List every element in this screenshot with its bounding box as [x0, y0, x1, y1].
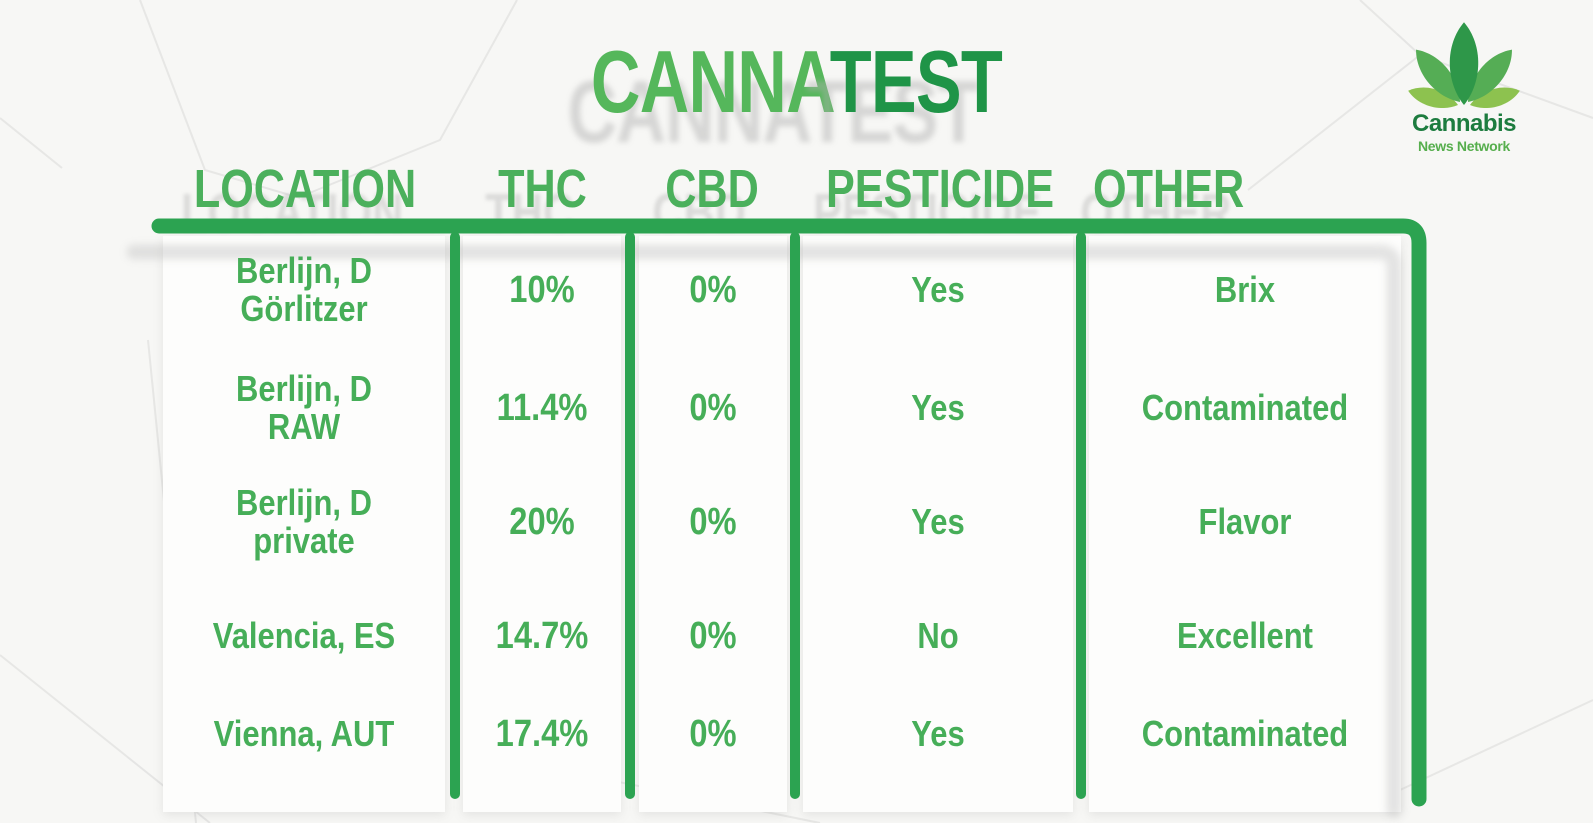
table-cell-pesticide: Yes: [911, 269, 965, 310]
table-cell-other: Brix: [1214, 269, 1276, 310]
title-part-test: TEST: [829, 32, 1003, 131]
table-cell-thc: 20%: [509, 501, 575, 543]
table-cell-pesticide: Yes: [911, 501, 965, 542]
logo-subtitle: News Network: [1417, 138, 1511, 154]
table-cell-cbd: 0%: [689, 269, 737, 311]
title-part-canna: CANNA: [590, 32, 831, 131]
table-cell-thc: 14.7%: [495, 615, 589, 657]
table-cell-other: Flavor: [1198, 501, 1292, 542]
table-cell-location: Vienna, AUT: [183, 682, 426, 786]
table-cell-location: Valencia, ES: [183, 584, 426, 688]
table-cell-thc: 11.4%: [496, 387, 588, 429]
column-header-pesticide: PESTICIDE: [825, 159, 1055, 219]
column-header-other: OTHER: [1093, 159, 1245, 219]
column-header-location: LOCATION: [193, 159, 417, 219]
logo-brand: Cannabis: [1411, 110, 1517, 137]
table-cell-location: Berlijn, D RAW: [183, 356, 426, 460]
location-line2: Görlitzer: [240, 288, 368, 329]
table-cell-location: Berlijn, D private: [183, 470, 426, 574]
table-cell-other: Contaminated: [1141, 713, 1349, 754]
table-cell-cbd: 0%: [689, 713, 737, 755]
column-header-thc: THC: [498, 159, 587, 219]
table-cell-pesticide: Yes: [911, 713, 965, 754]
cannabis-news-network-logo: Cannabis News Network: [1390, 8, 1538, 154]
location-line2: RAW: [267, 406, 341, 447]
location-line1: Berlijn, D: [236, 250, 372, 291]
table-cell-cbd: 0%: [689, 387, 737, 429]
table-cell-location: Berlijn, D Görlitzer: [183, 238, 426, 342]
table-cell-other: Excellent: [1177, 615, 1313, 656]
location-line1: Berlijn, D: [236, 482, 372, 523]
table-cell-thc: 10%: [509, 269, 575, 311]
page-title: CANNATEST: [175, 36, 1418, 128]
column-header-cbd: CBD: [665, 159, 759, 219]
table-cell-pesticide: Yes: [911, 387, 965, 428]
table-cell-pesticide: No: [917, 615, 959, 656]
table-cell-cbd: 0%: [689, 501, 737, 543]
table-cell-other: Contaminated: [1141, 387, 1349, 428]
location-line1: Vienna, AUT: [213, 713, 395, 754]
location-line1: Valencia, ES: [212, 615, 396, 656]
location-line1: Berlijn, D: [236, 368, 372, 409]
cannabis-leaf-icon: [1408, 22, 1520, 108]
table-cell-thc: 17.4%: [495, 713, 589, 755]
table-cell-cbd: 0%: [689, 615, 737, 657]
location-line2: private: [253, 520, 355, 561]
